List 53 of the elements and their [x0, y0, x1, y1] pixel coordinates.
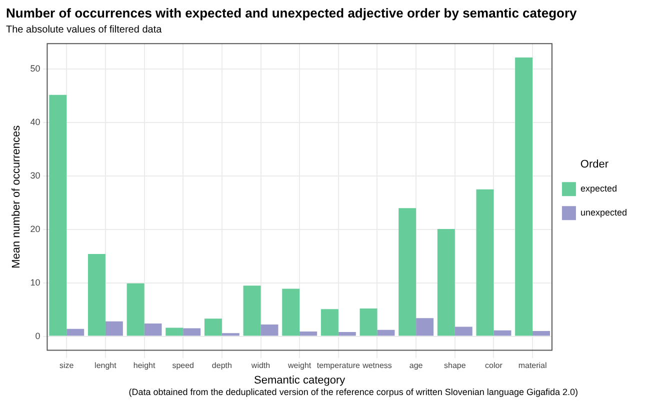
- y-tick-label: 50: [30, 64, 40, 74]
- y-tick-label: 30: [30, 170, 40, 181]
- x-tick-label: height: [133, 361, 156, 370]
- y-tick-label: 10: [30, 277, 40, 288]
- bar: [476, 189, 494, 336]
- x-tick-label: shape: [444, 361, 466, 370]
- text: (Data obtained from the deduplicated version of the reference corpus of written Slovenian language Gigafida 2.0): [128, 386, 578, 397]
- bar: [338, 332, 356, 336]
- chart-title: Number of occurrences with expected and unexpected adjective order by semantic category: [6, 5, 578, 20]
- y-tick-label: 20: [30, 224, 40, 234]
- bar: [166, 328, 184, 336]
- legend-label: unexpected: [580, 208, 628, 218]
- bar: [183, 328, 201, 336]
- x-tick-label: age: [409, 361, 424, 370]
- legend-title: Order: [580, 158, 609, 170]
- bar: [144, 323, 162, 336]
- bar: [398, 208, 416, 336]
- x-tick-label: depth: [212, 361, 232, 370]
- y-tick-label: 0: [35, 330, 40, 341]
- y-tick-label: 40: [30, 117, 40, 128]
- bar: [437, 228, 455, 336]
- bar: [49, 94, 67, 336]
- x-tick-label: wetness: [362, 361, 392, 370]
- bar: [260, 324, 278, 336]
- bar: [515, 57, 533, 336]
- x-tick-label: temperature: [316, 361, 361, 370]
- y-axis-title: Mean number of occurrences: [10, 124, 23, 268]
- chart-subtitle: The absolute values of filtered data: [6, 24, 162, 36]
- bar: [66, 328, 84, 336]
- bar: [126, 283, 144, 336]
- bar: [320, 309, 338, 336]
- bar: [282, 288, 300, 336]
- x-tick-label: material: [518, 361, 547, 370]
- bar: [204, 318, 222, 336]
- x-tick-label: size: [60, 361, 74, 370]
- x-tick-label: speed: [172, 361, 194, 370]
- x-tick-label: lenght: [94, 361, 118, 370]
- x-tick-label: color: [485, 361, 503, 370]
- x-axis-title: Semantic category: [254, 374, 346, 386]
- bar: [300, 332, 318, 336]
- x-tick-label: width: [250, 361, 270, 370]
- bar: [243, 286, 261, 336]
- bar: [360, 308, 378, 336]
- bar: [416, 318, 434, 336]
- bar: [377, 330, 395, 336]
- x-tick-label: weight: [287, 361, 312, 370]
- bar: [494, 330, 512, 336]
- bar: [222, 333, 240, 336]
- bar: [105, 321, 123, 336]
- bar: [88, 254, 106, 336]
- bar: [532, 330, 550, 336]
- legend-label: expected: [580, 184, 617, 194]
- bar: [454, 326, 472, 336]
